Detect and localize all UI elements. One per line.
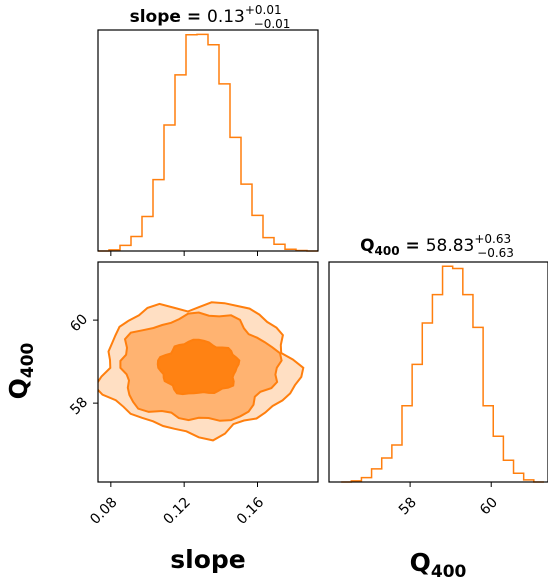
slope-axis-label: slope — [170, 545, 245, 574]
q400-title: Q400 = 58.83+0.63 −0.63 — [360, 232, 514, 260]
slope-marginal-frame — [97, 29, 319, 252]
q400-tick-label: 60 — [67, 311, 91, 335]
q400-axis-label: Q400 — [4, 342, 38, 399]
q400-marginal-panel: Q400 = 58.83+0.63 −0.63 58 60 Q400 — [328, 232, 548, 581]
q400-tick-label: 58 — [67, 394, 91, 418]
joint-panel: 0.08 0.12 0.16 58 60 slope Q400 — [4, 261, 319, 574]
q400-marginal-tick-label: 58 — [396, 494, 420, 518]
contour-line — [98, 301, 305, 442]
slope-marginal-panel: slope = 0.13+0.01 −0.01 — [97, 3, 319, 256]
slope-tick-label: 0.08 — [87, 494, 120, 527]
q400-marginal-tick-label: 60 — [477, 494, 501, 518]
slope-tick-label: 0.16 — [234, 494, 267, 527]
slope-tick-label: 0.12 — [161, 494, 194, 527]
contour-line — [119, 311, 283, 422]
contour-line — [156, 338, 241, 396]
joint-frame — [97, 261, 319, 483]
q400-marginal-frame — [328, 261, 548, 483]
joint-contour-lines — [98, 301, 305, 442]
q400-histogram — [341, 265, 544, 483]
slope-title: slope = 0.13+0.01 −0.01 — [130, 3, 291, 31]
slope-histogram — [98, 33, 318, 252]
q400-bottom-axis-label: Q400 — [410, 548, 467, 581]
slope-marginal-ticks — [110, 251, 258, 256]
q400-marginal-ticks: 58 60 — [396, 482, 501, 518]
contour-fill — [157, 339, 240, 395]
